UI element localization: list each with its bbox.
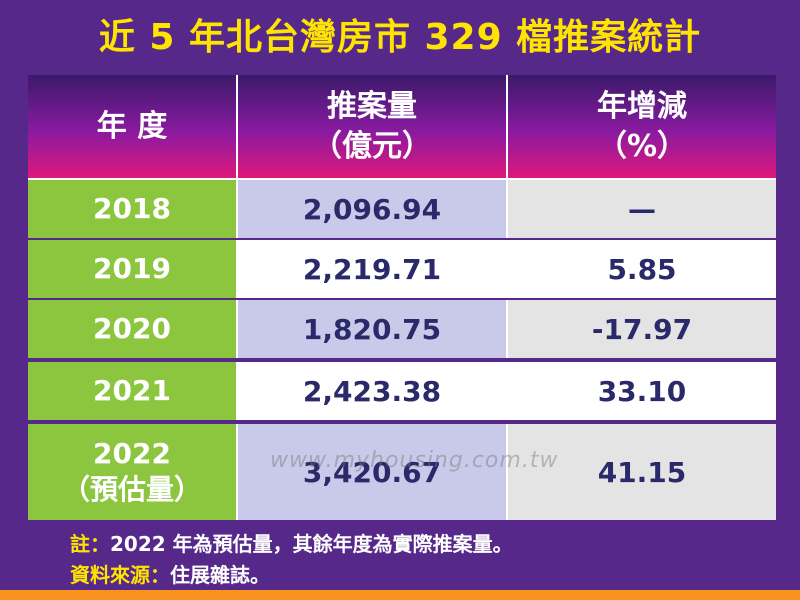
title: 近 5 年北台灣房市 329 檔推案統計 — [98, 17, 702, 58]
row-divider — [28, 238, 776, 240]
year-text: 2021 — [93, 374, 171, 407]
year-text: 2020 — [93, 312, 171, 345]
header-cell: 年 度 — [28, 75, 236, 178]
watermark: www.myhousing.com.tw — [270, 448, 559, 473]
note: 註：2022 年為預估量，其餘年度為實際推案量。 — [70, 528, 513, 557]
year-text: 2019 — [93, 252, 171, 285]
note-label: 資料來源： — [70, 563, 170, 587]
row-divider — [28, 358, 776, 362]
change-cell: — — [508, 180, 776, 238]
volume-cell: 2,219.71 — [238, 240, 506, 298]
year-cell: 2018 — [28, 180, 236, 238]
year-text: 2022 — [93, 437, 171, 470]
row-divider — [28, 420, 776, 424]
header-text: （%） — [596, 128, 688, 164]
year-note: （預估量） — [61, 473, 202, 506]
header-text: 年 度 — [96, 108, 168, 144]
year-text: 2018 — [93, 192, 171, 225]
header-text: 年增減 — [597, 88, 687, 124]
volume-cell: 2,423.38 — [238, 362, 506, 420]
change-cell: 41.15 — [508, 424, 776, 520]
footer-bar — [0, 590, 800, 600]
year-cell: 2020 — [28, 300, 236, 358]
year-cell: 2021 — [28, 362, 236, 420]
change-cell: 5.85 — [508, 240, 776, 298]
note-text: 住展雜誌。 — [170, 563, 270, 587]
volume-cell: 3,420.67 — [238, 424, 506, 520]
note-text: 2022 年為預估量，其餘年度為實際推案量。 — [110, 532, 513, 556]
volume-cell: 2,096.94 — [238, 180, 506, 238]
year-cell: 2022 （預估量） — [28, 424, 236, 520]
header-text: 推案量 — [327, 88, 417, 124]
row-divider — [28, 298, 776, 300]
volume-cell: 1,820.75 — [238, 300, 506, 358]
note-label: 註： — [70, 532, 110, 556]
change-cell: 33.10 — [508, 362, 776, 420]
table: 年 度 推案量 （億元） 年增減 （%） 2018 2,096.94— 2019 2,219.7… — [28, 75, 776, 520]
note: 資料來源：住展雜誌。 — [70, 559, 270, 588]
year-cell: 2019 — [28, 240, 236, 298]
header-cell: 推案量 （億元） — [238, 75, 506, 178]
header-text: （億元） — [312, 128, 432, 164]
header-cell: 年增減 （%） — [508, 75, 776, 178]
change-cell: -17.97 — [508, 300, 776, 358]
